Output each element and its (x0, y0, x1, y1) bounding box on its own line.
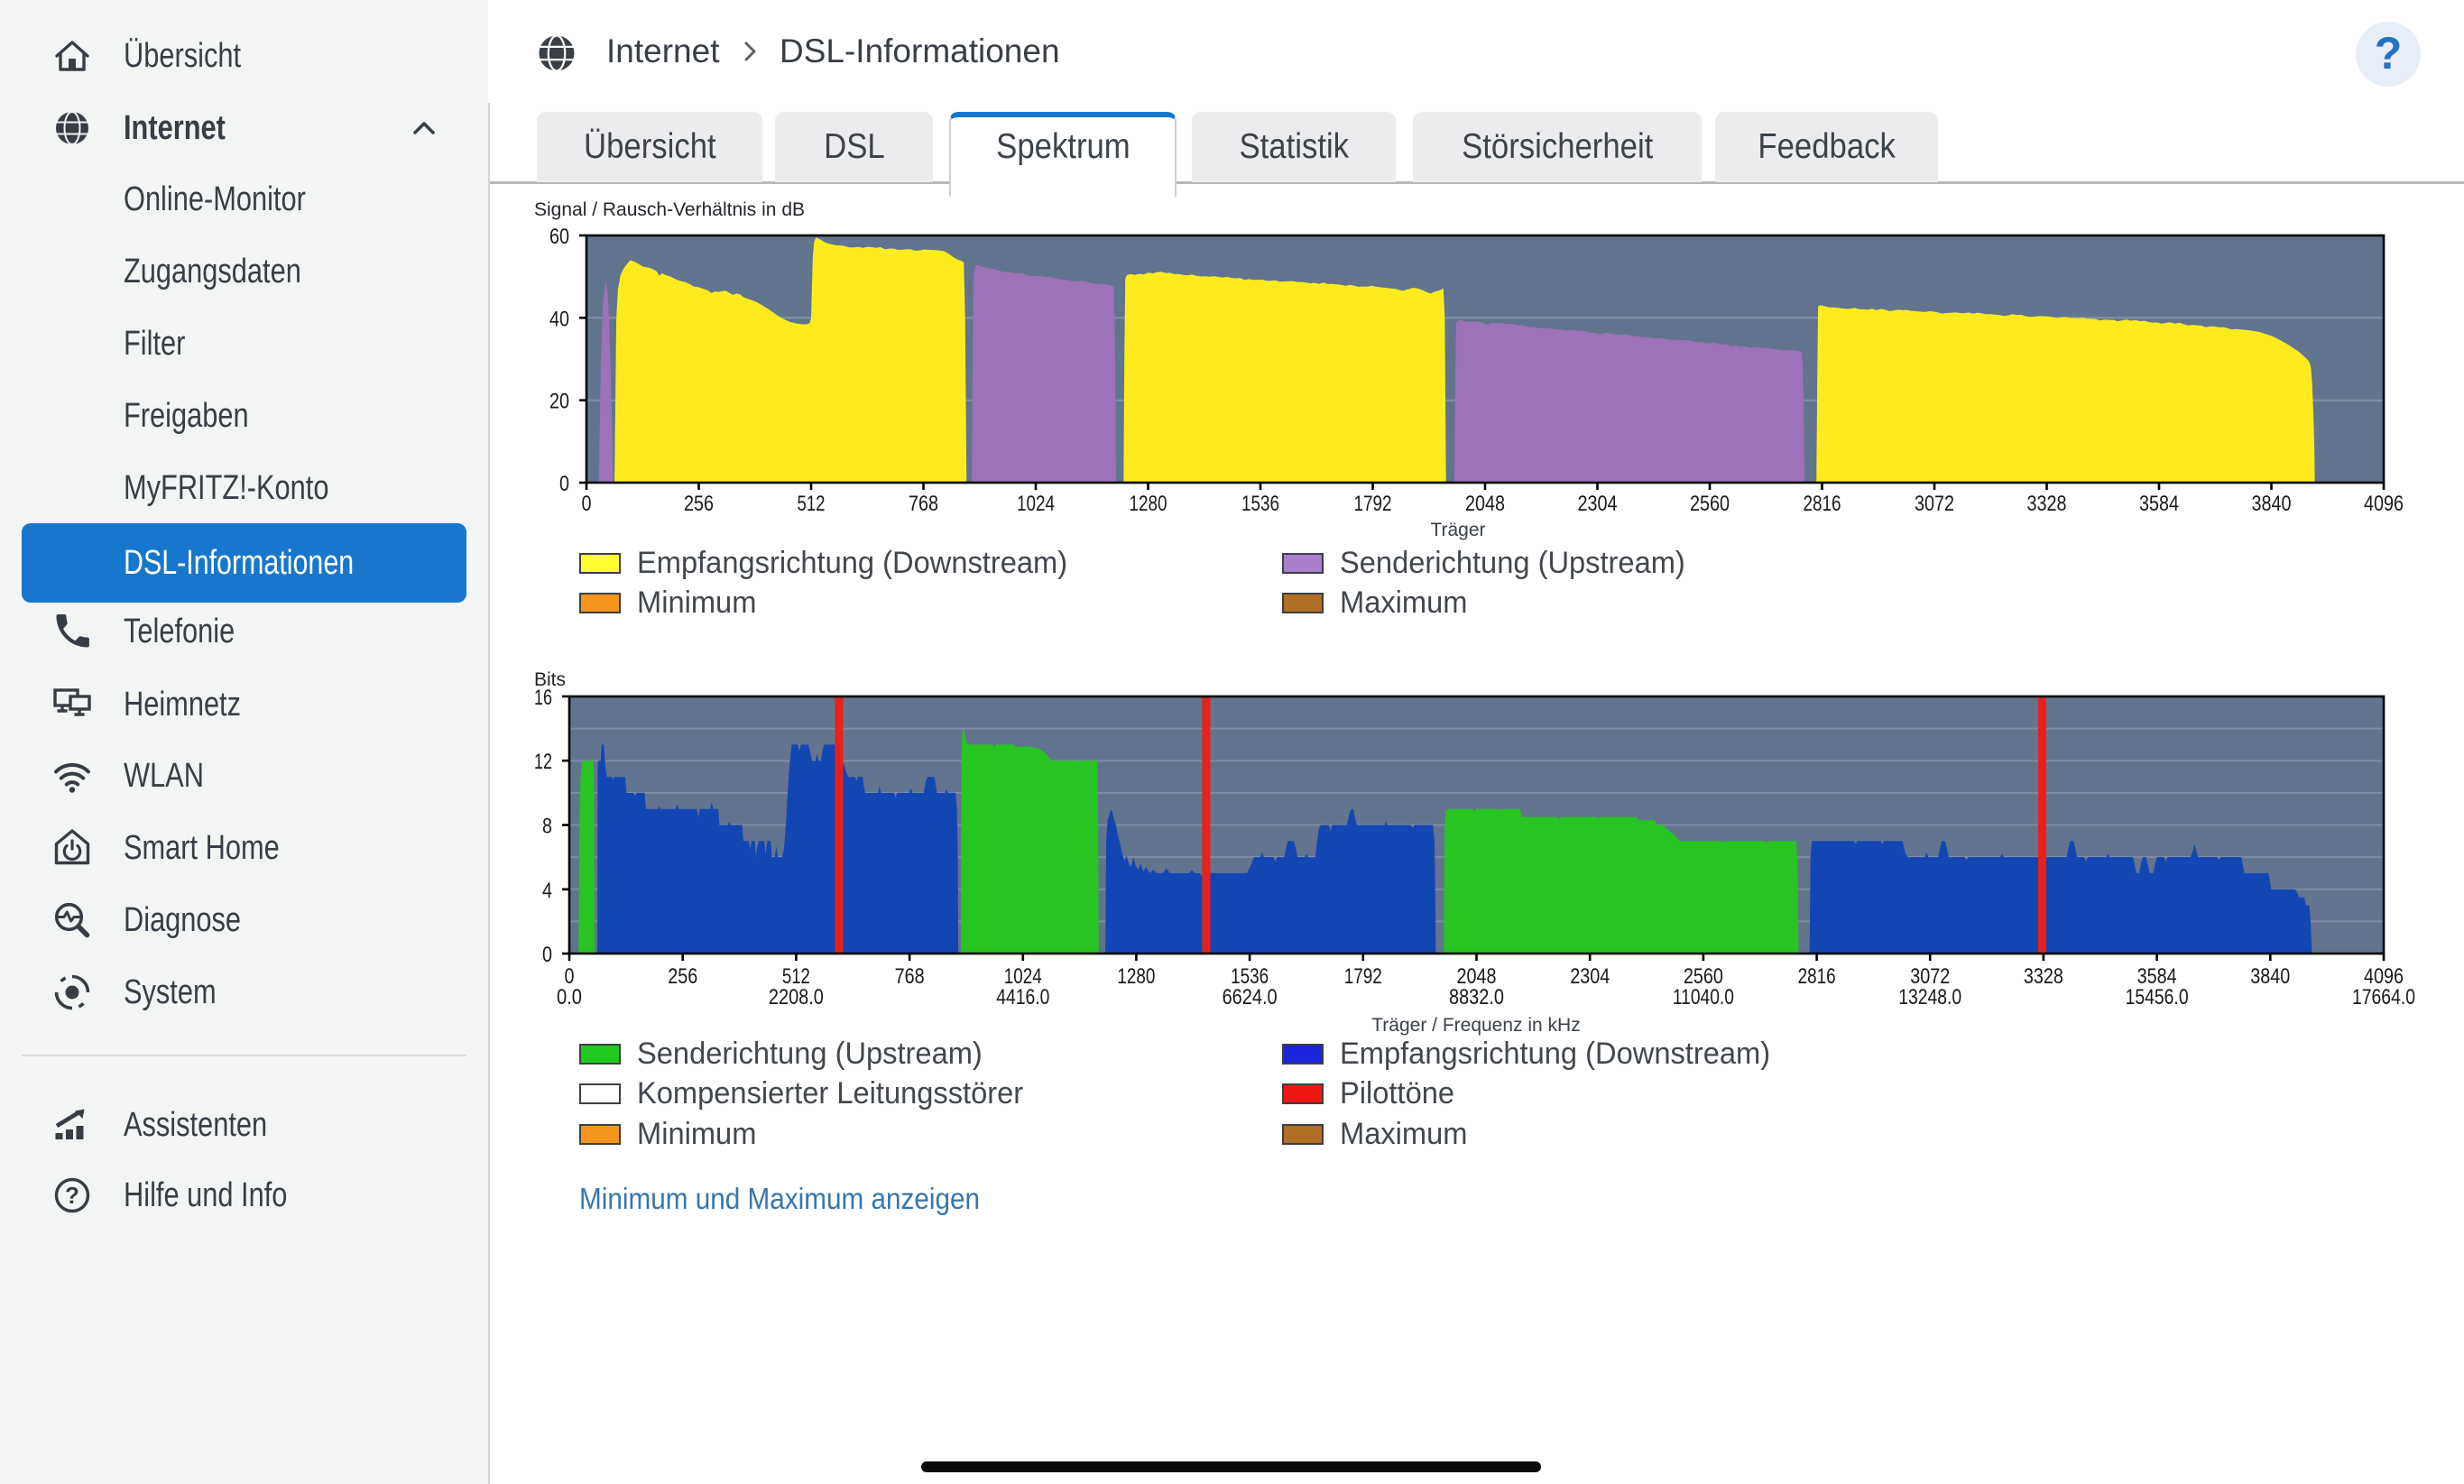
svg-text:0: 0 (565, 964, 575, 989)
svg-text:1536: 1536 (1241, 492, 1279, 516)
svg-text:512: 512 (782, 964, 810, 989)
svg-text:2816: 2816 (1798, 964, 1836, 989)
svg-text:1280: 1280 (1130, 492, 1167, 516)
svg-text:4416.0: 4416.0 (996, 985, 1049, 1009)
svg-text:3840: 3840 (2250, 964, 2290, 989)
svg-text:2048: 2048 (1457, 964, 1497, 989)
svg-text:3584: 3584 (2139, 492, 2179, 516)
svg-text:0: 0 (542, 943, 552, 967)
svg-text:3328: 3328 (2027, 492, 2067, 516)
svg-text:1536: 1536 (1231, 964, 1269, 989)
svg-text:Träger: Träger (1430, 520, 1485, 540)
svg-text:8832.0: 8832.0 (1449, 985, 1504, 1009)
svg-text:0: 0 (582, 492, 592, 516)
svg-text:Träger / Frequenz in kHz: Träger / Frequenz in kHz (1371, 1015, 1580, 1036)
svg-text:2560: 2560 (1690, 492, 1730, 516)
svg-text:11040.0: 11040.0 (1673, 985, 1734, 1009)
svg-text:0.0: 0.0 (557, 985, 582, 1009)
svg-text:4096: 4096 (2364, 492, 2404, 516)
svg-text:3072: 3072 (1910, 964, 1950, 989)
svg-text:3328: 3328 (2024, 964, 2063, 989)
svg-text:17664.0: 17664.0 (2352, 985, 2415, 1009)
svg-text:40: 40 (549, 307, 569, 331)
svg-text:60: 60 (549, 225, 569, 249)
svg-text:20: 20 (549, 390, 569, 414)
svg-text:4: 4 (542, 879, 552, 903)
svg-text:1280: 1280 (1117, 964, 1155, 989)
svg-text:6624.0: 6624.0 (1223, 985, 1278, 1009)
svg-text:2816: 2816 (1804, 492, 1841, 516)
svg-text:512: 512 (798, 492, 826, 516)
svg-text:2048: 2048 (1465, 492, 1505, 516)
svg-text:1792: 1792 (1344, 964, 1382, 989)
svg-text:3072: 3072 (1915, 492, 1954, 516)
svg-text:1024: 1024 (1017, 492, 1055, 516)
svg-text:?: ? (65, 1182, 79, 1209)
svg-text:13248.0: 13248.0 (1898, 985, 1961, 1009)
svg-text:256: 256 (684, 492, 714, 516)
svg-text:3840: 3840 (2252, 492, 2292, 516)
svg-text:768: 768 (909, 492, 938, 516)
svg-text:2208.0: 2208.0 (769, 985, 824, 1009)
svg-text:1024: 1024 (1004, 964, 1042, 989)
svg-text:15456.0: 15456.0 (2126, 985, 2189, 1009)
svg-text:16: 16 (534, 686, 552, 710)
svg-text:3584: 3584 (2137, 964, 2177, 989)
svg-text:8: 8 (542, 815, 552, 839)
svg-text:256: 256 (668, 964, 697, 989)
svg-text:12: 12 (534, 750, 552, 774)
svg-text:768: 768 (895, 964, 925, 989)
svg-text:4096: 4096 (2364, 964, 2404, 989)
svg-text:1792: 1792 (1354, 492, 1392, 516)
svg-text:0: 0 (559, 472, 569, 496)
svg-text:2560: 2560 (1684, 964, 1723, 989)
svg-text:2304: 2304 (1578, 492, 1618, 516)
svg-text:2304: 2304 (1570, 964, 1610, 989)
